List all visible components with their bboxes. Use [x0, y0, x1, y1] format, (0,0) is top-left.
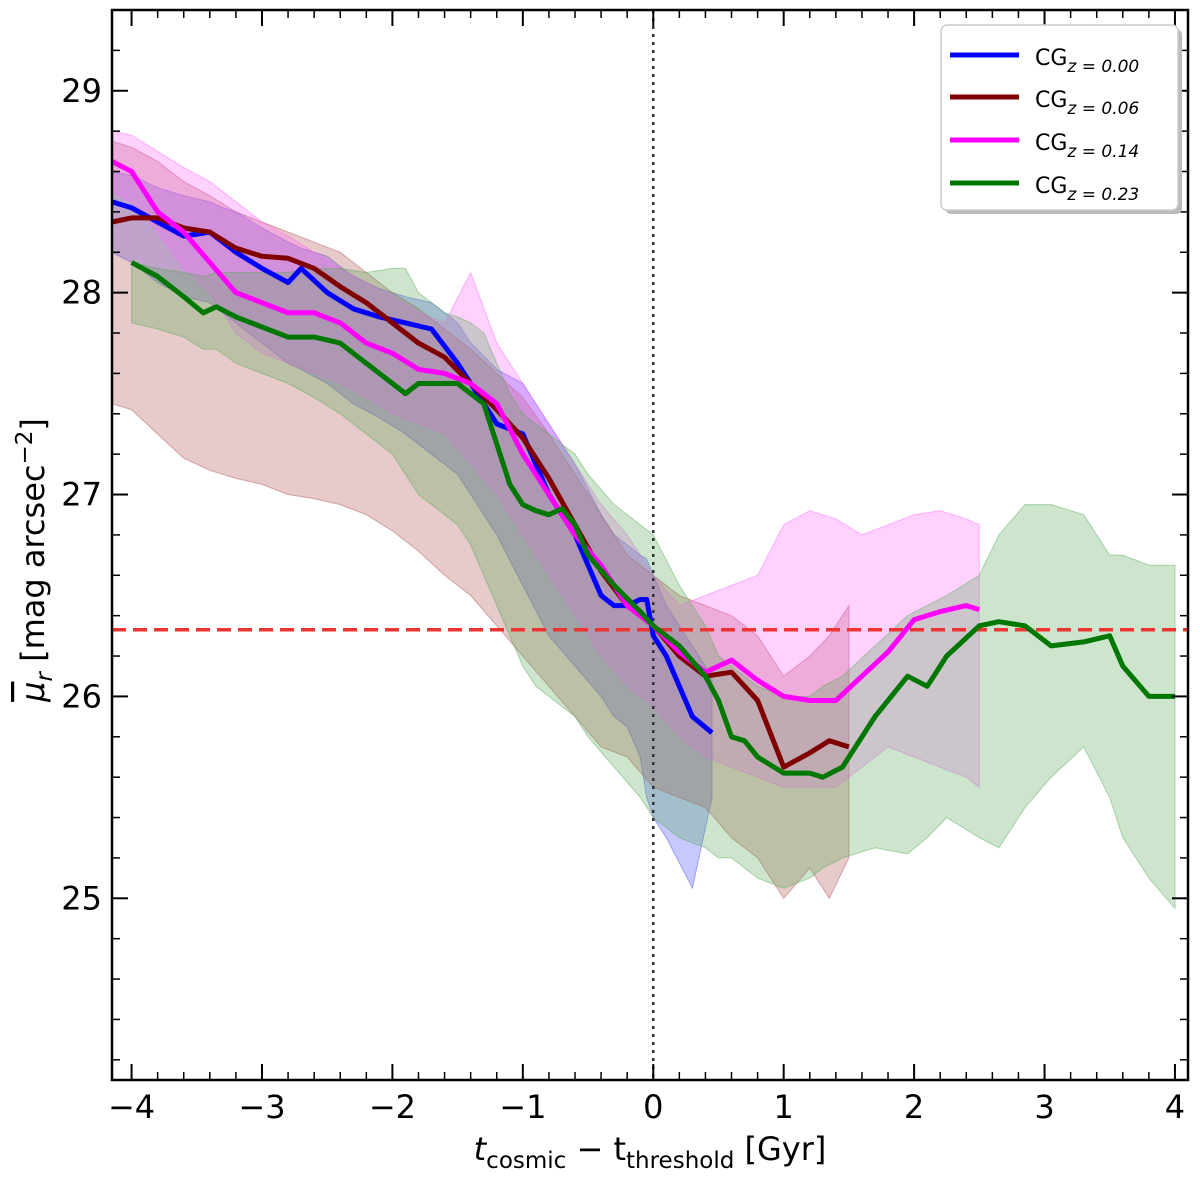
x-tick-label: −1 — [499, 1088, 546, 1126]
band-1 — [111, 170, 713, 890]
x-tick-label: −3 — [238, 1088, 285, 1126]
legend-label-2: CGz = 0.06 — [1035, 88, 1139, 119]
x-tick-label: −2 — [369, 1088, 416, 1126]
x-tick-label: 1 — [774, 1088, 794, 1126]
legend-entry-4: CGz = 0.23 — [950, 174, 1139, 205]
series-line-2 — [111, 215, 850, 770]
legend-box — [940, 24, 1179, 211]
y-axis-label: μr [mag arcsec−2] — [12, 418, 58, 703]
legend-entry-1: CGz = 0.00 — [950, 46, 1139, 77]
plot-frame — [110, 8, 1190, 1082]
series-line-4 — [130, 260, 1175, 780]
x-tick-label: −4 — [108, 1088, 155, 1126]
y-tick-label: 29 — [61, 72, 102, 110]
y-tick-label: 26 — [61, 677, 102, 715]
x-tick-label: 2 — [904, 1088, 924, 1126]
legend-entry-3: CGz = 0.14 — [950, 131, 1139, 162]
x-axis-label: tcosmic − tthreshold [Gyr] — [474, 1130, 827, 1174]
y-tick-label: 28 — [61, 274, 102, 312]
y-tick-label: 27 — [61, 476, 102, 514]
axis-ticks: −4 −3 −2 −1 0 1 2 3 4 25 26 27 28 29 — [61, 10, 1188, 1126]
band-2 — [111, 140, 850, 900]
legend-label-1: CGz = 0.00 — [1035, 46, 1139, 77]
x-tick-label: 3 — [1034, 1088, 1054, 1126]
band-4 — [131, 261, 1176, 910]
x-tick-label: 4 — [1165, 1088, 1185, 1126]
series-line-3 — [110, 159, 981, 703]
y-tick-label: 25 — [61, 879, 102, 917]
x-tick-label: 0 — [643, 1088, 663, 1126]
legend: CGz = 0.00 CGz = 0.06 CGz = 0.14 CGz = 0… — [940, 24, 1182, 214]
confidence-bands — [111, 130, 1176, 910]
legend-label-3: CGz = 0.14 — [1035, 131, 1139, 162]
legend-entry-2: CGz = 0.06 — [950, 88, 1139, 119]
series-lines — [110, 159, 1175, 780]
legend-label-4: CGz = 0.23 — [1035, 174, 1139, 205]
